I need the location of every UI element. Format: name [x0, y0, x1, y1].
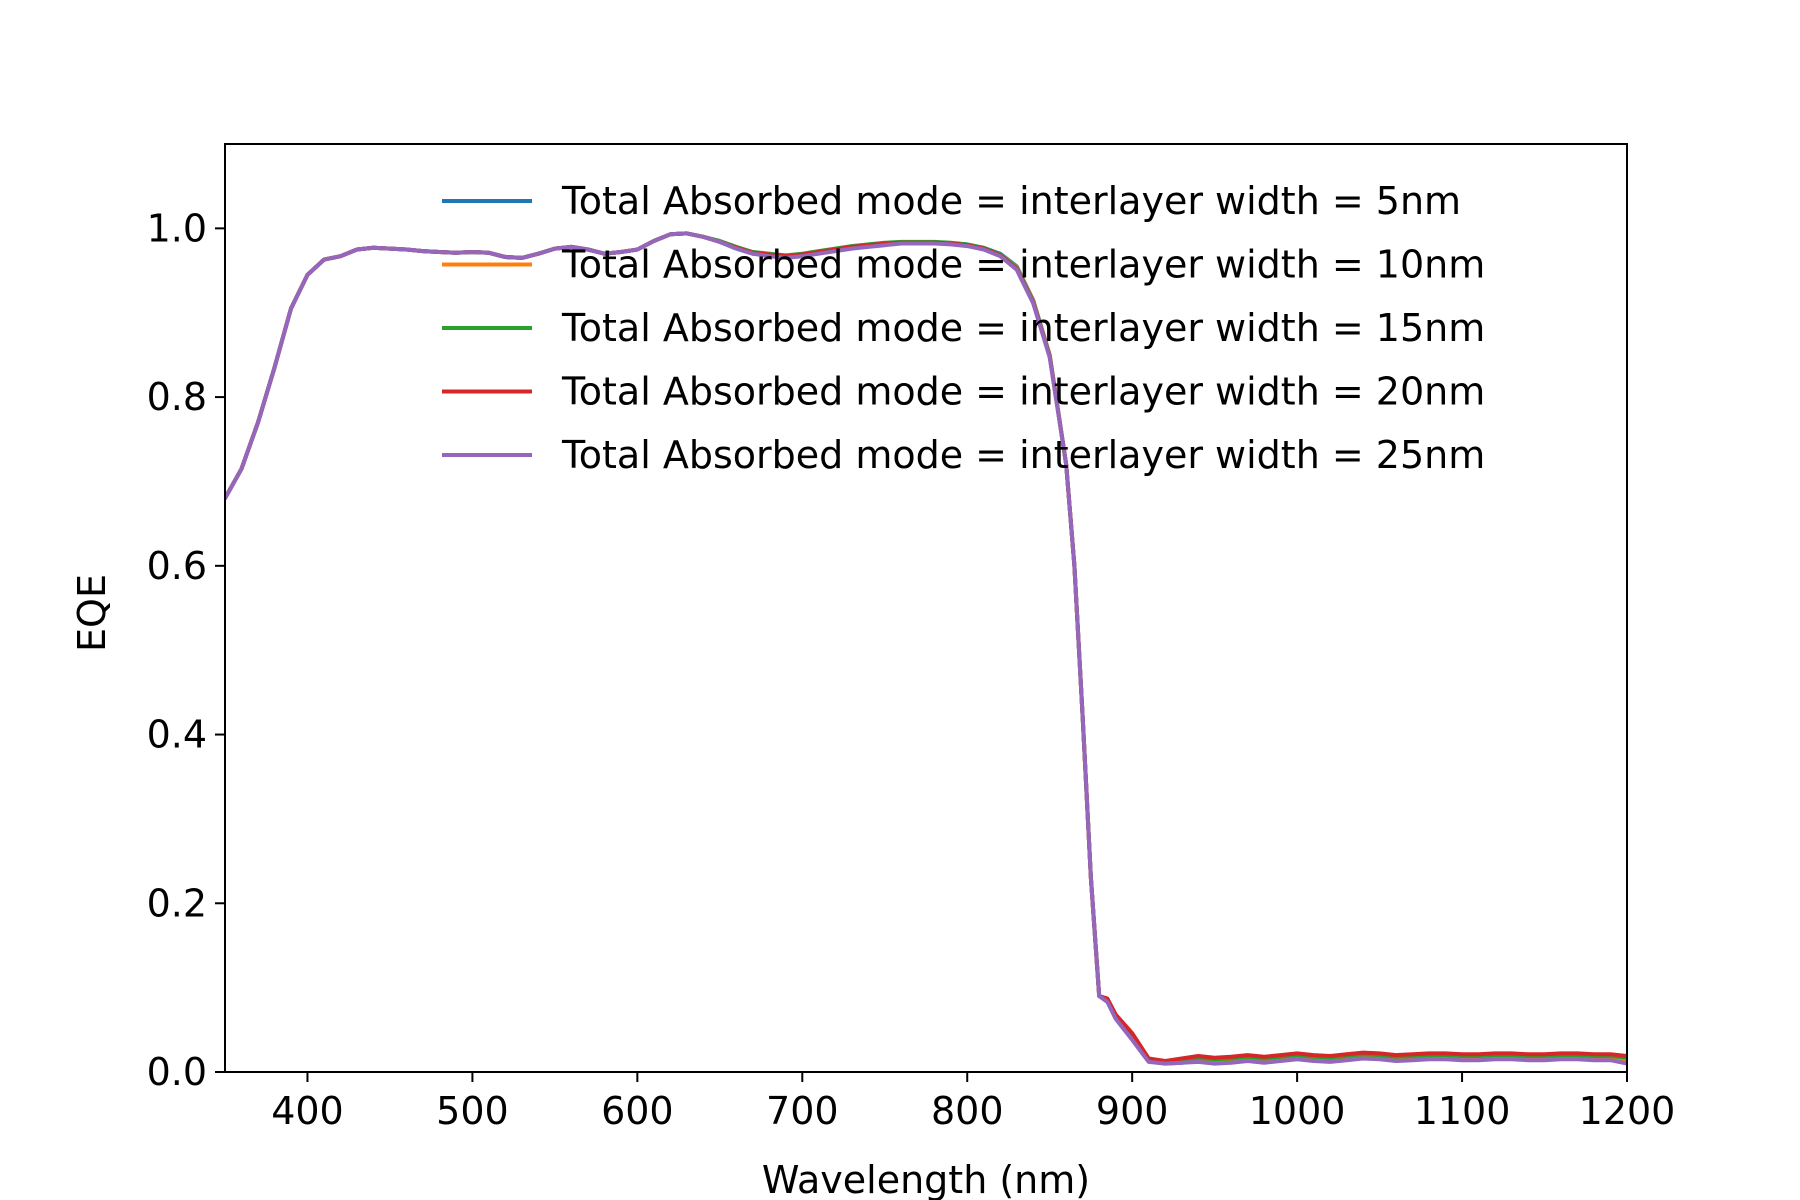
x-tick-label: 1100	[1414, 1089, 1511, 1133]
x-tick-label: 1000	[1249, 1089, 1346, 1133]
y-axis: 0.0 0.2 0.4 0.6 0.8 1.0	[147, 206, 225, 1094]
y-tick-label: 0.0	[147, 1050, 207, 1094]
y-tick-label: 0.4	[147, 713, 207, 757]
plot-frame	[224, 143, 1628, 1073]
y-axis-label: EQE	[70, 574, 114, 652]
x-tick-label: 600	[601, 1089, 674, 1133]
x-tick-label: 400	[271, 1089, 344, 1133]
y-tick-label: 0.8	[147, 375, 207, 419]
x-tick-label: 900	[1096, 1089, 1169, 1133]
y-tick-label: 0.6	[147, 544, 207, 588]
x-tick-label: 800	[931, 1089, 1004, 1133]
legend-label-5: Total Absorbed mode = interlayer width =…	[561, 433, 1485, 477]
series-layer	[225, 231, 1627, 1066]
legend: Total Absorbed mode = interlayer width =…	[442, 179, 1485, 477]
x-axis-label: Wavelength (nm)	[762, 1158, 1090, 1200]
legend-label-1: Total Absorbed mode = interlayer width =…	[561, 179, 1461, 223]
x-tick-label: 500	[436, 1089, 509, 1133]
x-axis: 400 500 600 700 800 900 1000 1100 1200	[271, 1072, 1675, 1133]
x-tick-label: 1200	[1579, 1089, 1676, 1133]
y-tick-label: 1.0	[147, 206, 207, 250]
x-tick-label: 700	[766, 1089, 839, 1133]
legend-label-4: Total Absorbed mode = interlayer width =…	[561, 370, 1485, 414]
series-line-5	[225, 231, 1627, 1066]
legend-label-3: Total Absorbed mode = interlayer width =…	[561, 306, 1485, 350]
y-tick-label: 0.2	[147, 881, 207, 925]
legend-label-2: Total Absorbed mode = interlayer width =…	[561, 243, 1485, 287]
